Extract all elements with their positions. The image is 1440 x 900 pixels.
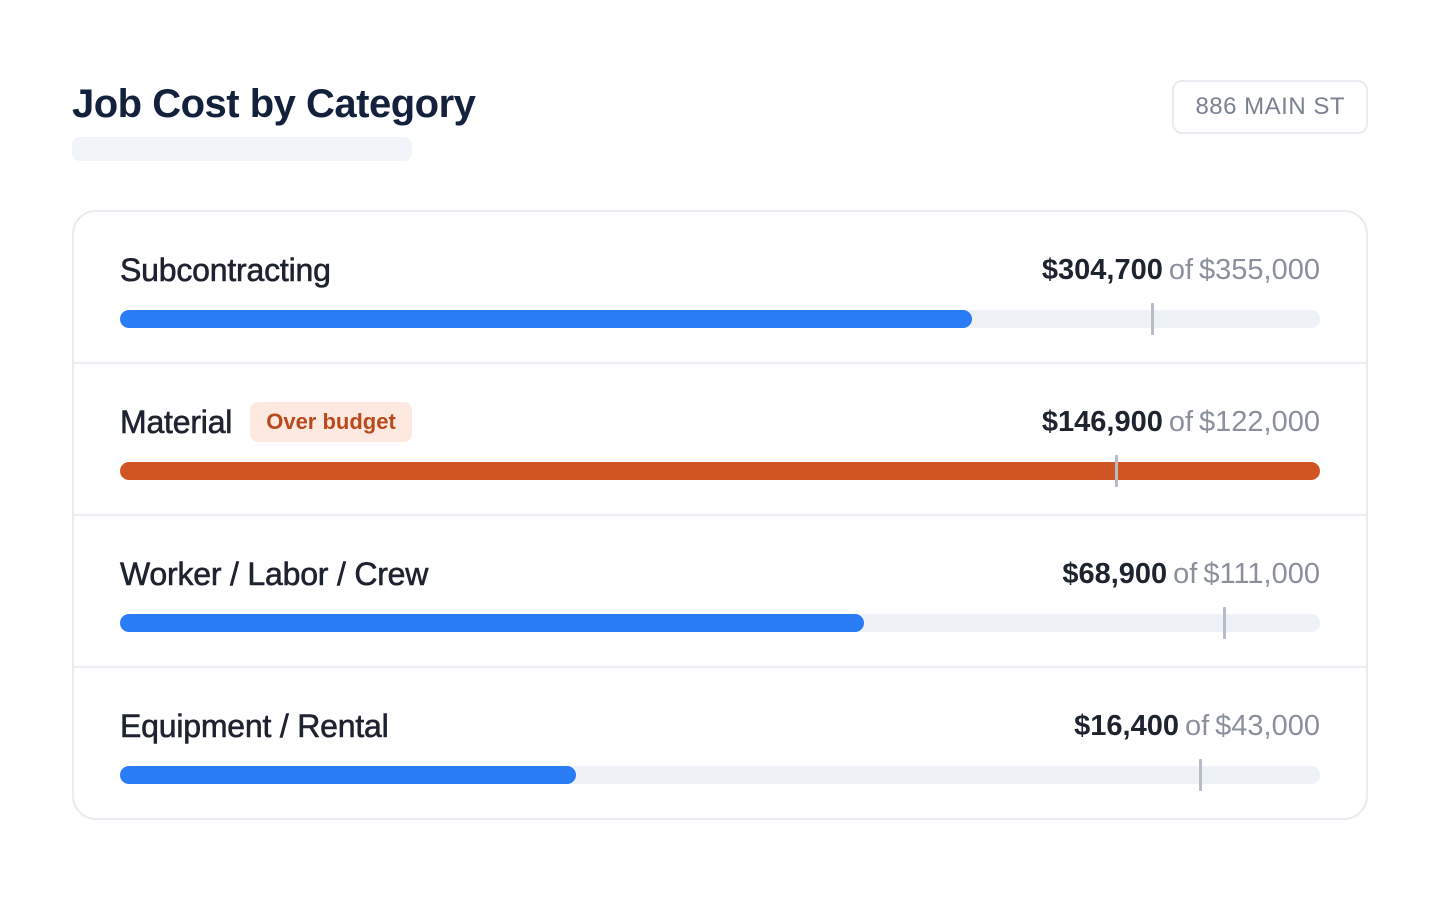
category-row-equipment: Equipment / Rental $16,400 of $43,000	[74, 668, 1366, 818]
amount-summary: $16,400 of $43,000	[1074, 710, 1320, 743]
progress-fill	[120, 766, 576, 784]
category-row-labor: Worker / Labor / Crew $68,900 of $111,000	[74, 516, 1366, 668]
row-header: Worker / Labor / Crew $68,900 of $111,000	[120, 552, 1320, 596]
progress-track	[120, 455, 1320, 487]
amount-of-label: of	[1168, 405, 1194, 438]
progress-track	[120, 607, 1320, 639]
amount-spent: $146,900	[1041, 405, 1163, 438]
amount-budget: $355,000	[1199, 253, 1320, 286]
budget-marker	[1151, 303, 1154, 335]
row-header: Material Over budget $146,900 of $122,000	[120, 400, 1320, 444]
amount-summary: $304,700 of $355,000	[1042, 254, 1320, 287]
amount-summary: $146,900 of $122,000	[1042, 406, 1320, 439]
amount-budget: $43,000	[1215, 709, 1320, 742]
progress-fill	[120, 462, 1320, 480]
row-label-group: Worker / Labor / Crew	[120, 555, 429, 593]
budget-marker	[1223, 607, 1226, 639]
over-budget-badge: Over budget	[250, 402, 412, 442]
category-label: Subcontracting	[120, 251, 331, 288]
category-card: Subcontracting $304,700 of $355,000 Materi…	[72, 210, 1368, 820]
amount-budget: $122,000	[1199, 405, 1320, 438]
subtitle-placeholder	[72, 137, 412, 161]
amount-spent: $304,700	[1041, 253, 1163, 286]
progress-track	[120, 759, 1320, 791]
address-chip[interactable]: 886 MAIN ST	[1172, 80, 1368, 134]
amount-of-label: of	[1184, 709, 1210, 742]
amount-summary: $68,900 of $111,000	[1062, 558, 1320, 591]
budget-marker	[1199, 759, 1202, 791]
budget-marker	[1115, 455, 1118, 487]
row-label-group: Material Over budget	[120, 402, 412, 442]
category-label: Worker / Labor / Crew	[120, 555, 429, 592]
row-label-group: Equipment / Rental	[120, 707, 389, 745]
amount-of-label: of	[1173, 557, 1198, 590]
row-header: Equipment / Rental $16,400 of $43,000	[120, 704, 1320, 748]
category-label: Material	[120, 403, 233, 440]
category-label: Equipment / Rental	[120, 707, 389, 744]
progress-fill	[120, 614, 864, 632]
category-row-material: Material Over budget $146,900 of $122,000	[74, 364, 1366, 516]
amount-of-label: of	[1168, 253, 1194, 286]
amount-spent: $68,900	[1062, 557, 1168, 590]
page-title: Job Cost by Category	[72, 82, 476, 126]
amount-spent: $16,400	[1074, 709, 1179, 742]
progress-track	[120, 303, 1320, 335]
amount-budget: $111,000	[1203, 557, 1320, 590]
row-label-group: Subcontracting	[120, 251, 331, 289]
category-row-subcontracting: Subcontracting $304,700 of $355,000	[74, 212, 1366, 364]
progress-fill	[120, 310, 972, 328]
row-header: Subcontracting $304,700 of $355,000	[120, 248, 1320, 292]
